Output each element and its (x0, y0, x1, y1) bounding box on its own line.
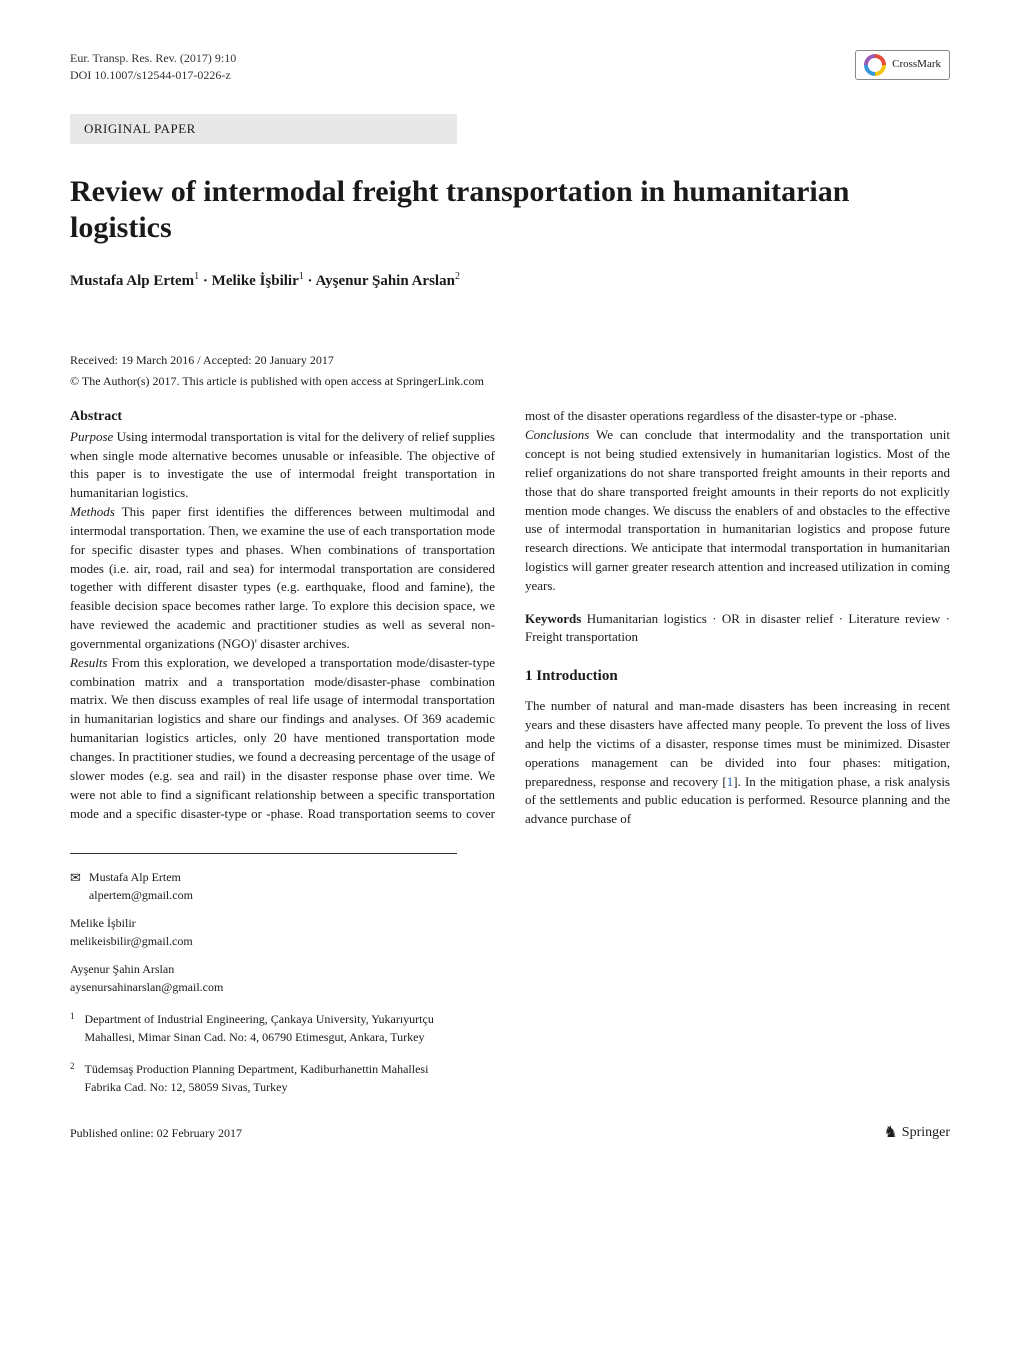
publisher-name: Springer (902, 1123, 950, 1143)
author-sep: · (203, 273, 212, 289)
corr-author-name: Mustafa Alp Ertem (89, 868, 193, 886)
introduction-section: 1 Introduction The number of natural and… (525, 666, 950, 829)
correspondence-block: ✉ Mustafa Alp Ertem alpertem@gmail.com M… (70, 868, 457, 1096)
affil-2-num: 2 (70, 1060, 75, 1096)
page-header: Eur. Transp. Res. Rev. (2017) 9:10 DOI 1… (70, 50, 950, 84)
paper-type-label: ORIGINAL PAPER (70, 114, 457, 144)
author-2-affil: 1 (299, 271, 304, 282)
author-3-affil: 2 (455, 271, 460, 282)
published-online: Published online: 02 February 2017 (70, 1125, 242, 1142)
methods-text: This paper first identifies the differen… (70, 504, 495, 651)
author-2-email: melikeisbilir@gmail.com (70, 932, 457, 950)
conclusions-label: Conclusions (525, 427, 589, 442)
springer-horse-icon: ♞ (883, 1122, 897, 1144)
correspondence-separator (70, 853, 457, 854)
author-1: Mustafa Alp Ertem (70, 273, 194, 289)
crossmark-icon (864, 54, 886, 76)
author-3-name: Ayşenur Şahin Arslan (70, 960, 457, 978)
author-2: Melike İşbilir (212, 273, 299, 289)
keywords-block: Keywords Humanitarian logistics · OR in … (525, 610, 950, 646)
affiliation-1: 1 Department of Industrial Engineering, … (70, 1010, 457, 1046)
author-2-name: Melike İşbilir (70, 914, 457, 932)
keywords-label: Keywords (525, 611, 581, 626)
two-column-body: Abstract Purpose Using intermodal transp… (70, 407, 950, 829)
affil-1-text: Department of Industrial Engineering, Ça… (85, 1010, 458, 1046)
corr-author-email: alpertem@gmail.com (89, 886, 193, 904)
article-title: Review of intermodal freight transportat… (70, 174, 950, 246)
crossmark-label: CrossMark (892, 57, 941, 72)
corresponding-author: ✉ Mustafa Alp Ertem alpertem@gmail.com (70, 868, 457, 904)
publisher-logo: ♞ Springer (883, 1122, 950, 1144)
author-3-contact: Ayşenur Şahin Arslan aysenursahinarslan@… (70, 960, 457, 996)
author-3-email: aysenursahinarslan@gmail.com (70, 978, 457, 996)
journal-info: Eur. Transp. Res. Rev. (2017) 9:10 DOI 1… (70, 50, 236, 84)
affiliation-2: 2 Tüdemsaş Production Planning Departmen… (70, 1060, 457, 1096)
conclusions-text: We can conclude that intermodality and t… (525, 427, 950, 593)
results-label: Results (70, 655, 108, 670)
page-footer: Published online: 02 February 2017 ♞ Spr… (70, 1122, 950, 1144)
affil-2-text: Tüdemsaş Production Planning Department,… (85, 1060, 458, 1096)
purpose-text: Using intermodal transportation is vital… (70, 429, 495, 501)
copyright-line: © The Author(s) 2017. This article is pu… (70, 373, 950, 390)
doi: DOI 10.1007/s12544-017-0226-z (70, 67, 236, 84)
crossmark-badge[interactable]: CrossMark (855, 50, 950, 80)
purpose-label: Purpose (70, 429, 113, 444)
author-1-affil: 1 (194, 271, 199, 282)
authors-line: Mustafa Alp Ertem1 · Melike İşbilir1 · A… (70, 270, 950, 292)
intro-heading: 1 Introduction (525, 666, 950, 687)
methods-label: Methods (70, 504, 115, 519)
author-3: Ayşenur Şahin Arslan (315, 273, 455, 289)
affil-1-num: 1 (70, 1010, 75, 1046)
keywords-text: Humanitarian logistics · OR in disaster … (525, 611, 950, 644)
intro-paragraph: The number of natural and man-made disas… (525, 697, 950, 829)
article-dates: Received: 19 March 2016 / Accepted: 20 J… (70, 352, 950, 369)
abstract-heading: Abstract (70, 409, 122, 424)
author-2-contact: Melike İşbilir melikeisbilir@gmail.com (70, 914, 457, 950)
envelope-icon: ✉ (70, 868, 81, 904)
journal-citation: Eur. Transp. Res. Rev. (2017) 9:10 (70, 50, 236, 67)
